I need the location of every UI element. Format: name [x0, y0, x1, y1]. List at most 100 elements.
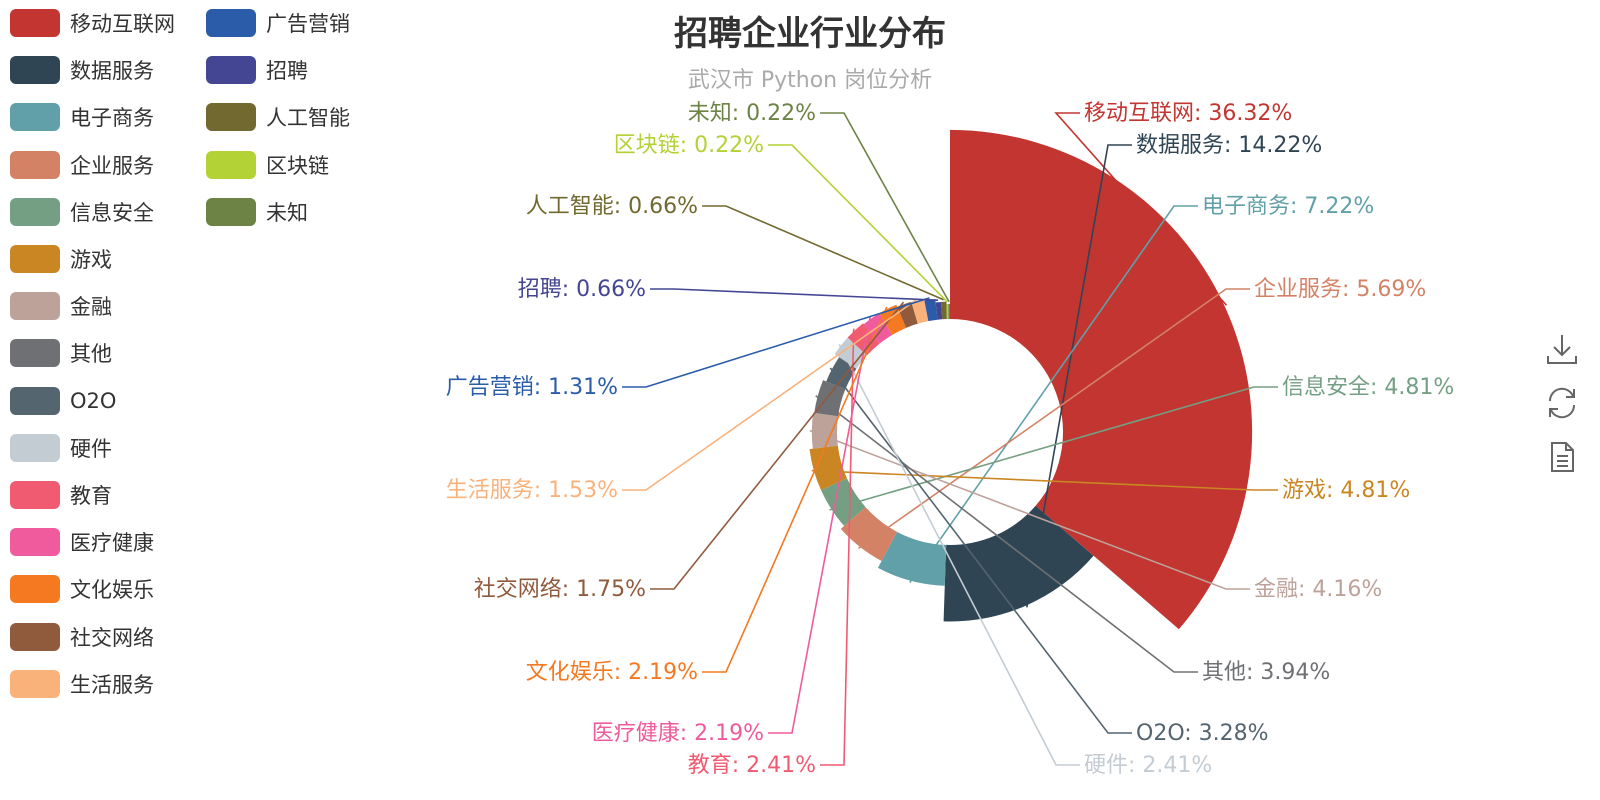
leader-line [820, 112, 950, 303]
legend-item[interactable]: 企业服务 [10, 150, 154, 179]
legend-item[interactable]: 生活服务 [10, 669, 154, 698]
leader-line [768, 144, 948, 303]
data-label: 区块链: 0.22% [614, 133, 764, 158]
legend-item[interactable]: 数据服务 [10, 56, 154, 85]
pie-slice[interactable] [877, 531, 947, 586]
pie-slice[interactable] [814, 380, 846, 417]
legend-swatch [10, 669, 60, 698]
data-label: 电子商务: 7.22% [1202, 194, 1374, 219]
legend-item[interactable]: 移动互联网 [10, 9, 175, 37]
legend-item[interactable]: 社交网络 [10, 622, 154, 651]
legend-label: 区块链 [266, 153, 329, 178]
data-label: 硬件: 2.41% [1084, 753, 1212, 778]
slices-layer [809, 129, 1253, 630]
legend-swatch [10, 339, 60, 368]
legend-item[interactable]: 教育 [10, 481, 112, 509]
pie-slice[interactable] [840, 506, 898, 561]
download-icon[interactable] [1544, 331, 1580, 367]
legend-label: 硬件 [70, 436, 112, 461]
legend-item[interactable]: 医疗健康 [10, 528, 154, 557]
pie-slice[interactable] [911, 299, 929, 324]
legend-label: 企业服务 [70, 153, 154, 178]
refresh-icon-glyph [1548, 387, 1576, 419]
legend-swatch [206, 150, 256, 179]
legend-label: 电子商务 [70, 106, 154, 131]
data-label: 生活服务: 1.53% [446, 478, 618, 503]
legend-item[interactable]: 人工智能 [206, 103, 350, 132]
legend-label: O2O [70, 388, 117, 413]
legend-swatch [10, 622, 60, 651]
leader-line [650, 288, 939, 301]
legend-label: 教育 [70, 484, 112, 508]
refresh-icon[interactable] [1544, 385, 1580, 421]
download-icon-glyph [1547, 335, 1577, 364]
data-label: 社交网络: 1.75% [474, 577, 646, 602]
pie-slice[interactable] [946, 303, 949, 320]
data-label: 移动互联网: 36.32% [1084, 101, 1292, 126]
data-label: 文化娱乐: 2.19% [526, 660, 698, 685]
legend-item[interactable]: 未知 [206, 197, 308, 226]
pie-slice[interactable] [935, 301, 943, 320]
legend-item[interactable]: 信息安全 [10, 197, 154, 226]
pie-slice[interactable] [847, 323, 880, 356]
legend-label: 文化娱乐 [70, 578, 154, 603]
legend-swatch [206, 197, 256, 226]
leader-lines-layer [622, 112, 1278, 766]
legend-label: 人工智能 [266, 106, 350, 131]
legend-swatch [10, 150, 60, 179]
legend-swatch [206, 103, 256, 132]
legend-label: 生活服务 [70, 672, 154, 697]
pie-slice[interactable] [897, 301, 918, 328]
legend-item[interactable]: 招聘 [206, 56, 308, 85]
data-label: 医疗健康: 2.19% [592, 721, 764, 746]
pie-slice[interactable] [948, 303, 950, 320]
legend-item[interactable]: 游戏 [10, 245, 112, 273]
data-label: 游戏: 4.81% [1282, 478, 1410, 503]
pie-slice[interactable] [826, 357, 857, 390]
data-label: 人工智能: 0.66% [526, 194, 698, 219]
data-view-icon[interactable] [1544, 439, 1580, 475]
legend-swatch [10, 245, 60, 273]
data-label: 信息安全: 4.81% [1282, 375, 1454, 400]
legend-label: 广告营销 [266, 12, 350, 36]
leader-line [858, 288, 1250, 549]
chart-title: 招聘企业行业分布 [674, 14, 946, 54]
legend-swatch [10, 197, 60, 226]
legend-swatch [10, 575, 60, 604]
legend-item[interactable]: 文化娱乐 [10, 575, 154, 604]
legend-item[interactable]: 区块链 [206, 150, 329, 179]
legend-label: 其他 [70, 342, 112, 367]
data-label: 数据服务: 14.22% [1136, 133, 1322, 158]
leader-line [829, 386, 1278, 511]
legend-item[interactable]: 电子商务 [10, 103, 154, 132]
legend-item[interactable]: 金融 [10, 292, 112, 321]
pie-slice[interactable] [940, 301, 947, 320]
leader-line [820, 328, 855, 766]
pie-slice[interactable] [811, 412, 839, 449]
legend-item[interactable]: 硬件 [10, 433, 112, 462]
data-label: 金融: 4.16% [1254, 577, 1382, 602]
leader-line [838, 343, 1080, 766]
legend-swatch [206, 56, 256, 85]
legend-item[interactable]: 广告营销 [206, 9, 350, 37]
legend-item[interactable]: O2O [10, 386, 117, 415]
pie-slice[interactable] [950, 129, 1253, 630]
leader-line [811, 469, 1278, 491]
data-label: 教育: 2.41% [688, 753, 816, 778]
legend-swatch [206, 9, 256, 37]
pie-slice[interactable] [809, 445, 847, 491]
legend-swatch [10, 56, 60, 85]
legend-swatch [10, 528, 60, 557]
legend-label: 移动互联网 [70, 12, 175, 36]
legend: 移动互联网数据服务电子商务企业服务信息安全游戏金融其他 O2O 硬件教育医疗健康文化… [10, 9, 410, 769]
leader-line [622, 297, 930, 388]
pie-slice[interactable] [834, 337, 867, 369]
leader-line [1026, 144, 1132, 608]
legend-item[interactable]: 其他 [10, 339, 112, 368]
pie-slice[interactable] [820, 478, 866, 526]
legend-swatch [10, 386, 60, 415]
pie-slice[interactable] [924, 299, 938, 322]
pie-slice[interactable] [943, 505, 1094, 622]
